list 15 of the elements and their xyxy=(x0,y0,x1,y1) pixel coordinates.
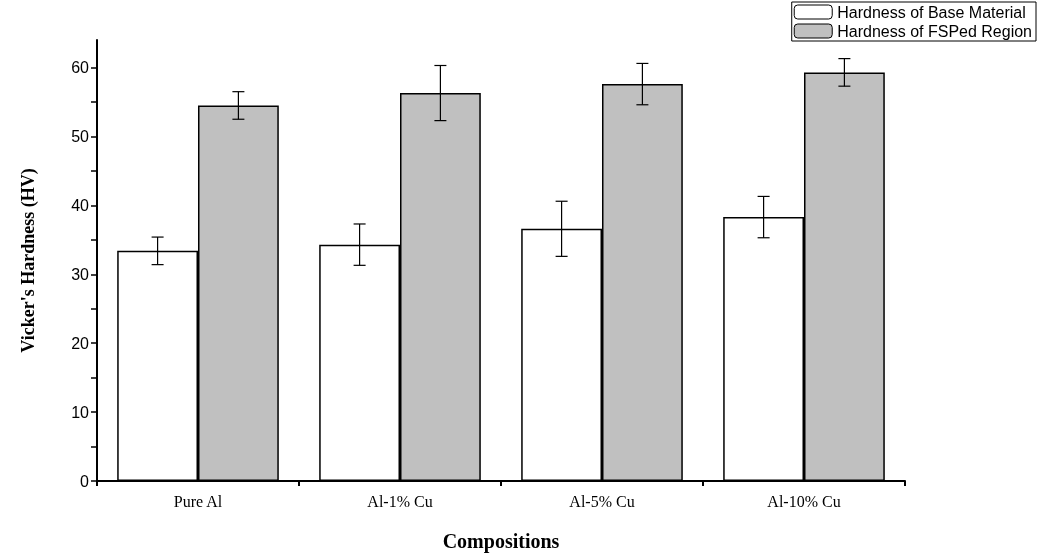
legend-label: Hardness of FSPed Region xyxy=(837,22,1033,40)
y-tick-label: 60 xyxy=(71,59,90,77)
legend-label: Hardness of Base Material xyxy=(837,3,1026,21)
x-tick-label: Al-10% Cu xyxy=(767,492,841,510)
x-tick-label: Pure Al xyxy=(173,492,223,510)
y-tick-label: 0 xyxy=(80,472,90,490)
x-axis-title: Compositions xyxy=(442,530,560,553)
y-tick-label: 50 xyxy=(71,127,90,145)
y-tick-label: 40 xyxy=(71,196,90,214)
y-tick-label: 20 xyxy=(71,334,90,352)
y-tick-label: 30 xyxy=(71,265,90,283)
y-axis-title: Vicker's Hardness (HV) xyxy=(18,168,39,353)
x-tick-label: Al-1% Cu xyxy=(367,492,433,510)
x-tick-label: Al-5% Cu xyxy=(569,492,635,510)
y-tick-label: 10 xyxy=(71,403,90,421)
